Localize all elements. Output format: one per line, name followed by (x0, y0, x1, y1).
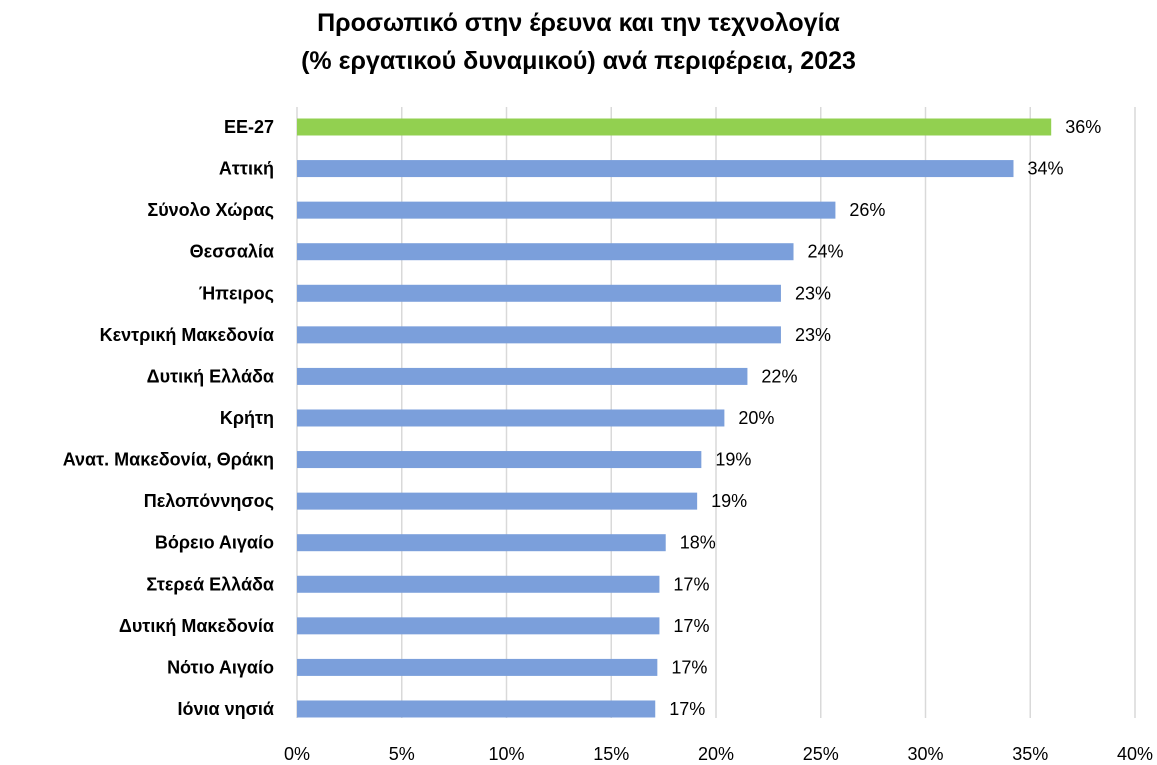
chart-title-line-1: Προσωπικό στην έρευνα και την τεχνολογία (317, 9, 840, 37)
category-label: Κεντρική Μακεδονία (100, 325, 274, 345)
x-tick-label: 25% (803, 744, 839, 764)
data-label: 34% (1027, 159, 1063, 179)
data-label: 17% (671, 657, 707, 677)
chart-title: Προσωπικό στην έρευνα και την τεχνολογία… (0, 4, 1157, 80)
category-label: Θεσσαλία (190, 242, 274, 262)
bar (297, 326, 781, 344)
x-tick-label: 10% (488, 744, 524, 764)
data-label: 22% (761, 366, 797, 386)
category-label: Στερεά Ελλάδα (146, 574, 274, 594)
category-label: ΕΕ-27 (224, 117, 274, 137)
category-label: Δυτική Ελλάδα (147, 366, 274, 386)
bar (297, 700, 656, 718)
data-label: 26% (849, 200, 885, 220)
data-label: 20% (738, 408, 774, 428)
data-label: 36% (1065, 117, 1101, 137)
x-tick-label: 30% (907, 744, 943, 764)
category-label: Αττική (219, 159, 274, 179)
bar (297, 575, 660, 593)
bar (297, 617, 660, 635)
bar (297, 201, 836, 219)
data-label: 17% (673, 574, 709, 594)
x-tick-label: 5% (389, 744, 415, 764)
category-label: Ιόνια νησιά (178, 699, 274, 719)
category-label: Πελοπόννησος (144, 491, 274, 511)
chart-title-line-2: (% εργατικού δυναμικού) ανά περιφέρεια, … (301, 47, 856, 75)
data-label: 23% (795, 325, 831, 345)
bar (297, 160, 1014, 178)
bar (297, 243, 794, 261)
category-label: Δυτική Μακεδονία (119, 616, 274, 636)
data-label: 17% (669, 699, 705, 719)
data-label: 23% (795, 283, 831, 303)
bar (297, 451, 702, 469)
category-label: Βόρειο Αιγαίο (155, 533, 274, 553)
data-label: 18% (680, 533, 716, 553)
x-tick-label: 35% (1012, 744, 1048, 764)
data-label: 19% (711, 491, 747, 511)
bar (297, 118, 1052, 136)
bar (297, 658, 658, 676)
category-label: Σύνολο Χώρας (147, 200, 274, 220)
category-label: Νότιο Αιγαίο (167, 657, 274, 677)
x-tick-label: 15% (593, 744, 629, 764)
data-label: 24% (808, 242, 844, 262)
bar (297, 534, 666, 552)
category-label: Ήπειρος (199, 283, 274, 303)
x-tick-label: 40% (1117, 744, 1153, 764)
bar (297, 409, 725, 427)
category-label: Ανατ. Μακεδονία, Θράκη (63, 450, 274, 470)
x-tick-label: 0% (284, 744, 310, 764)
bar (297, 284, 781, 302)
data-label: 19% (715, 450, 751, 470)
data-label: 17% (673, 616, 709, 636)
bar (297, 367, 748, 385)
x-tick-label: 20% (698, 744, 734, 764)
category-label: Κρήτη (220, 408, 274, 428)
bar (297, 492, 698, 510)
